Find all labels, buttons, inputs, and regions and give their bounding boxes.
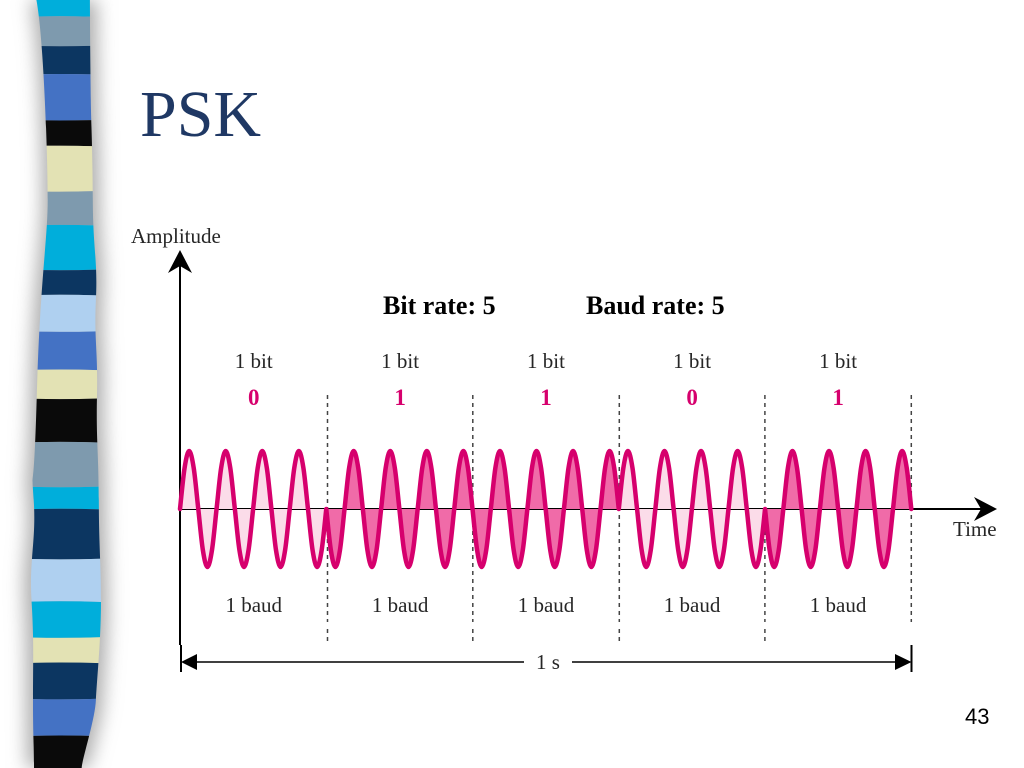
svg-text:1 s: 1 s [536,650,560,674]
svg-text:Time: Time [953,517,997,541]
svg-text:43: 43 [965,704,989,729]
